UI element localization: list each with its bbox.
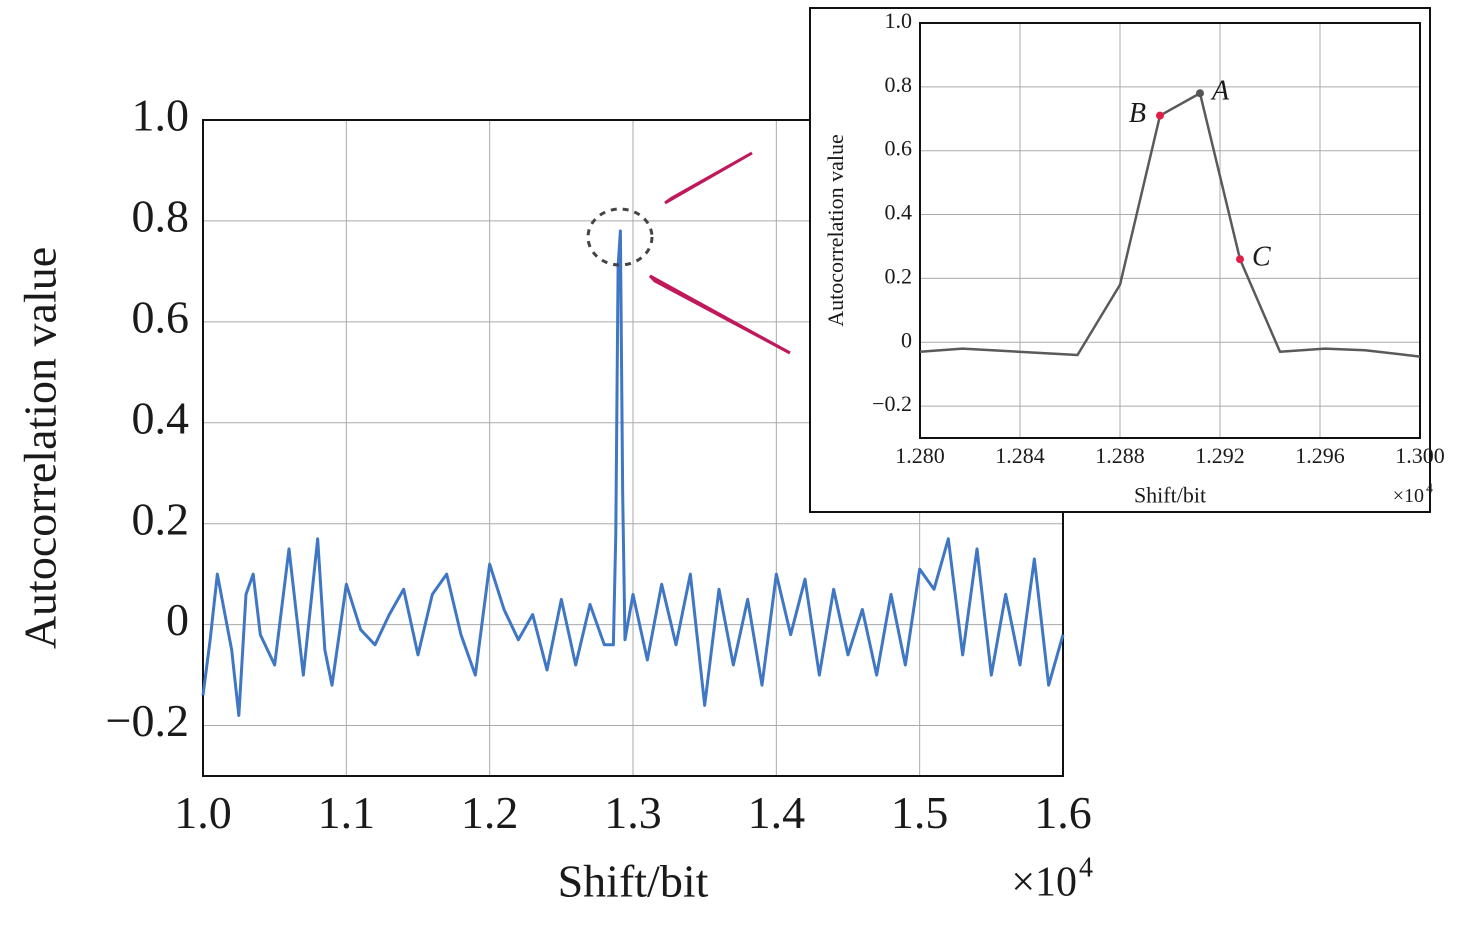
- x-tick-label: 1.1: [318, 787, 376, 838]
- x-multiplier-exponent: 4: [1079, 852, 1093, 883]
- x-tick-label: 1.284: [995, 443, 1045, 468]
- x-tick-label: 1.288: [1095, 443, 1145, 468]
- x-multiplier-exponent: 4: [1426, 482, 1433, 497]
- y-tick-label: −0.2: [872, 391, 912, 416]
- point-marker: [1196, 89, 1204, 98]
- y-tick-label: 0.4: [885, 200, 913, 225]
- y-tick-label: 0: [166, 594, 189, 645]
- y-tick-label: 0.6: [132, 291, 190, 342]
- callout-line: [648, 274, 791, 355]
- callout-circle: [586, 207, 654, 267]
- x-tick-label: 1.6: [1034, 787, 1092, 838]
- y-tick-label: 1.0: [885, 8, 913, 33]
- y-tick-label: 0.8: [132, 190, 190, 241]
- y-tick-label: 0.6: [885, 136, 913, 161]
- x-axis-label: Shift/bit: [1134, 482, 1206, 507]
- y-tick-label: 0: [901, 327, 912, 352]
- point-label: B: [1129, 98, 1146, 129]
- callout-line: [664, 151, 753, 205]
- y-tick-label: 0.8: [885, 72, 913, 97]
- inset-chart: −0.2 0 0.2 0.4 0.6 0.8 1.0 1.280 1.284 1.288 1.292…: [823, 8, 1445, 507]
- x-multiplier: ×10: [1393, 485, 1424, 507]
- x-tick-label: 1.292: [1195, 443, 1245, 468]
- main-chart: −0.2 0 0.2 0.4 0.6 0.8 1.0 1.0 1.1 1.2 1.3 1.4 1.5 1.…: [15, 90, 1093, 907]
- point-label: A: [1210, 76, 1230, 107]
- x-tick-label: 1.296: [1295, 443, 1345, 468]
- y-tick-label: 1.0: [132, 90, 190, 141]
- x-tick-label: 1.2: [461, 787, 519, 838]
- y-tick-label: 0.2: [885, 263, 913, 288]
- y-axis-label: Autocorrelation value: [15, 247, 66, 649]
- y-tick-label: 0.2: [132, 493, 190, 544]
- x-tick-label: 1.4: [748, 787, 806, 838]
- y-tick-label: −0.2: [106, 695, 189, 746]
- y-tick-label: 0.4: [132, 392, 190, 443]
- x-tick-label: 1.300: [1395, 443, 1445, 468]
- x-tick-label: 1.280: [895, 443, 945, 468]
- data-line: [201, 229, 1065, 717]
- plot-frame: [919, 22, 1421, 439]
- x-axis-label: Shift/bit: [558, 856, 709, 907]
- x-multiplier: ×10: [1011, 860, 1077, 906]
- x-tick-label: 1.0: [174, 787, 232, 838]
- x-tick-label: 1.3: [604, 787, 662, 838]
- y-axis-label: Autocorrelation value: [823, 134, 848, 326]
- point-label: C: [1252, 242, 1271, 273]
- x-tick-label: 1.5: [891, 787, 949, 838]
- point-marker: [1156, 111, 1164, 120]
- point-marker: [1236, 255, 1244, 264]
